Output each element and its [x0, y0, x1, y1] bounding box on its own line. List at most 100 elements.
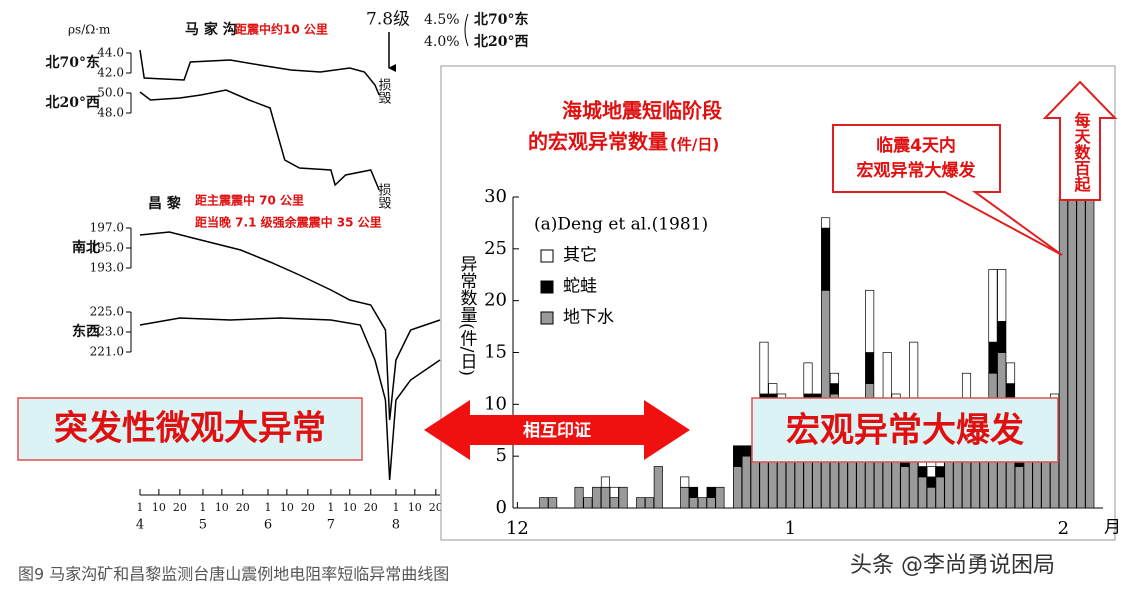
bar-segment	[1067, 196, 1077, 509]
bar-segment	[741, 455, 751, 509]
panel-label: 北70°东	[46, 54, 100, 71]
x-tick-label: 1	[264, 501, 271, 514]
y-tick-label: 50.0	[97, 86, 124, 100]
y-tick-label: 48.0	[97, 106, 124, 120]
curve	[139, 89, 380, 191]
bar-segment	[644, 497, 655, 509]
bar-segment	[680, 476, 690, 488]
station-note: 距主震震中 70 公里	[195, 193, 304, 208]
bar-segment	[741, 445, 751, 457]
bar-segment	[803, 362, 813, 395]
scale-value: 4.5%	[424, 12, 460, 28]
bar-segment	[926, 466, 936, 478]
legend-label: 地下水	[563, 308, 614, 328]
y-tick-label: 0	[496, 497, 507, 518]
event-label: 7.8级	[366, 10, 410, 30]
bar-segment	[600, 486, 611, 509]
callout-line: 临震4天内	[876, 135, 956, 156]
bar-segment	[759, 341, 769, 395]
y-tick-label: 221.0	[90, 345, 124, 359]
x-tick-label: 1	[199, 501, 206, 514]
legend-swatch	[540, 311, 554, 325]
unit-label: ρs/Ω·m	[68, 23, 111, 37]
chart-title-unit: (件/日)	[670, 136, 719, 154]
bar-segment	[988, 341, 998, 374]
bar-segment	[653, 466, 663, 509]
y-axis-label: 异常数量(件/日)	[457, 255, 478, 376]
bar-segment	[618, 486, 628, 509]
x-tick-label: 10	[280, 501, 294, 514]
bar-segment	[688, 486, 699, 498]
chart-title: 海城地震短临阶段	[562, 99, 722, 123]
bar-segment	[706, 497, 716, 509]
bar-segment	[829, 372, 839, 384]
source-label: (a)Deng et al.(1981)	[534, 215, 708, 235]
damage-label: 损毁	[376, 78, 392, 104]
bar-segment	[917, 476, 928, 509]
bar-segment	[583, 497, 593, 509]
y-tick-label: 193.0	[90, 261, 124, 275]
panel-label: 东西	[72, 323, 100, 340]
x-tick-label: 12	[506, 518, 529, 539]
station-note: 距震中约10 公里	[235, 22, 328, 37]
caption: 图9 马家沟矿和昌黎监测台唐山震例地电阻率短临异常曲线图	[18, 565, 449, 584]
x-tick-label: 20	[301, 501, 315, 514]
legend-swatch	[540, 280, 554, 294]
bar-segment	[917, 466, 928, 478]
daily-label: 每天数百起	[1072, 111, 1092, 193]
bar-segment	[600, 476, 611, 488]
bar-segment	[1076, 196, 1086, 509]
y-tick-label: 10	[484, 393, 507, 414]
double-arrow	[424, 400, 690, 460]
scale-label: 北70°东	[474, 11, 528, 28]
y-tick-label: 195.0	[90, 241, 124, 255]
watermark: 头条 @李尚勇说困局	[850, 553, 1055, 578]
legend-label: 其它	[563, 246, 597, 266]
y-tick-label: 42.0	[97, 66, 124, 80]
bar-segment	[539, 497, 549, 509]
legend-swatch	[540, 249, 554, 263]
bar-segment	[733, 466, 743, 509]
x-tick-label: 10	[343, 501, 357, 514]
x-tick-label: 20	[173, 501, 187, 514]
bar-segment	[706, 486, 716, 498]
legend-label: 蛇蛙	[563, 277, 597, 297]
bar-segment	[1032, 455, 1042, 509]
bar-segment	[882, 352, 892, 405]
bar-segment	[768, 383, 778, 395]
bar-segment	[548, 497, 558, 509]
y-tick-label: 223.0	[90, 325, 124, 339]
damage-label: 损毁	[376, 183, 392, 209]
x-tick-label: 1	[392, 501, 399, 514]
mutual-label: 相互印证	[523, 420, 591, 441]
bar-segment	[988, 269, 998, 343]
month-label: 4	[136, 518, 144, 533]
bar-segment	[697, 497, 707, 509]
chart-title: 的宏观异常数量	[528, 130, 668, 154]
station-name: 马 家 沟	[185, 21, 237, 38]
bar-segment	[636, 497, 646, 509]
bar-segment	[733, 445, 743, 467]
bar-segment	[997, 321, 1007, 353]
left-figure: ρs/Ω·m 7.8级 4.5% 北70°东 4.0% 北20°西 马 家 沟距震中约10 …	[46, 10, 529, 533]
bar-segment	[829, 383, 839, 395]
bar-segment	[609, 497, 619, 509]
x-tick-label: 20	[364, 501, 378, 514]
bar-segment	[1058, 196, 1068, 509]
month-label: 7	[327, 518, 335, 533]
panel-label: 南北	[72, 239, 100, 256]
bar-segment	[865, 352, 875, 384]
month-label: 6	[264, 518, 272, 533]
bar-segment	[847, 455, 857, 509]
month-label: 8	[392, 518, 400, 533]
bar-segment	[574, 486, 584, 509]
x-tick-label: 20	[236, 501, 250, 514]
bar-segment	[944, 455, 954, 509]
bar-segment	[821, 227, 831, 291]
legend-bracket	[464, 13, 469, 47]
y-tick-label: 25	[484, 238, 507, 259]
x-tick-label: 1	[785, 518, 796, 539]
y-tick-label: 44.0	[97, 46, 124, 60]
